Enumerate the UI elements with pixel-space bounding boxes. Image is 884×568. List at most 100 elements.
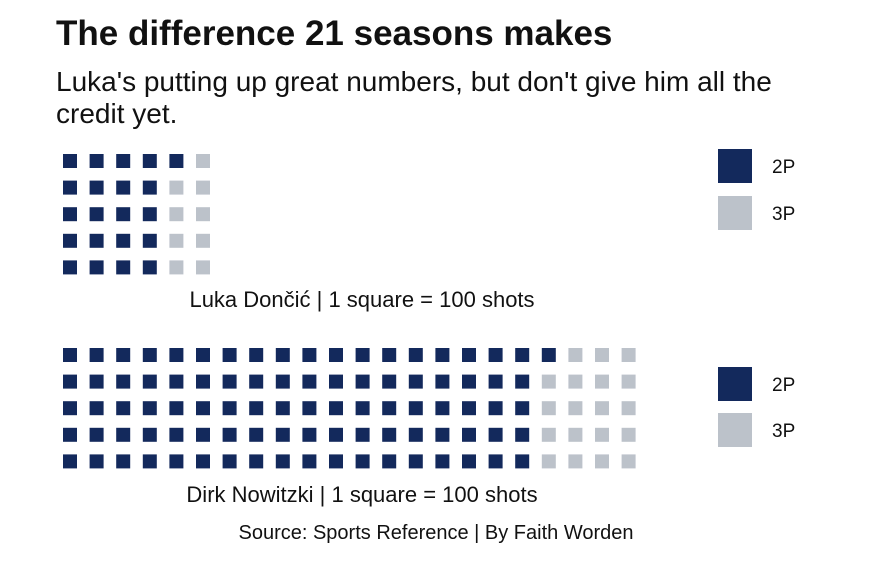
waffle-square-3p: [621, 454, 636, 469]
waffle-square-2p: [169, 427, 184, 442]
waffle-square-2p: [142, 374, 157, 389]
waffle-square-2p: [329, 348, 343, 362]
waffle-square-2p: [488, 348, 503, 362]
waffle-square-3p: [541, 454, 556, 469]
waffle-square-2p: [142, 154, 157, 168]
waffle-square-3p: [621, 348, 636, 362]
waffle-square-2p: [515, 401, 530, 416]
waffle-square-2p: [355, 348, 370, 362]
waffle-square-2p: [63, 401, 77, 416]
chart-subtitle: Luka's putting up great numbers, but don…: [56, 66, 772, 129]
waffle-square-2p: [63, 374, 77, 389]
waffle-square-3p: [595, 427, 609, 442]
waffle-square-2p: [408, 427, 423, 442]
waffle-square-2p: [116, 207, 131, 222]
waffle-square-2p: [196, 374, 210, 389]
waffle-square-2p: [89, 233, 104, 248]
waffle-square-3p: [169, 260, 184, 275]
waffle-square-2p: [355, 401, 370, 416]
waffle-square-2p: [408, 348, 423, 362]
waffle-square-2p: [408, 401, 423, 416]
waffle-square-2p: [541, 348, 556, 362]
waffle-square-2p: [275, 427, 290, 442]
waffle-square-2p: [169, 154, 184, 168]
waffle-square-2p: [249, 348, 264, 362]
caption-dirk: Dirk Nowitzki | 1 square = 100 shots: [186, 482, 537, 507]
waffle-square-2p: [222, 427, 237, 442]
waffle-square-2p: [462, 427, 476, 442]
waffle-square-2p: [515, 427, 530, 442]
waffle-luka: [63, 154, 210, 275]
waffle-square-2p: [329, 427, 343, 442]
legend-label-2p: 2P: [772, 157, 795, 178]
waffle-square-2p: [302, 401, 317, 416]
waffle-square-2p: [63, 454, 77, 469]
source-note: Source: Sports Reference | By Faith Word…: [238, 522, 633, 544]
waffle-square-2p: [63, 427, 77, 442]
legend-dirk: 2P 3P: [718, 367, 795, 447]
waffle-square-3p: [196, 260, 210, 275]
waffle-square-2p: [89, 348, 104, 362]
waffle-square-2p: [196, 427, 210, 442]
waffle-square-2p: [222, 401, 237, 416]
waffle-square-2p: [329, 454, 343, 469]
waffle-square-2p: [302, 454, 317, 469]
legend-label-2p: 2P: [772, 375, 795, 396]
waffle-square-3p: [169, 180, 184, 195]
waffle-square-2p: [355, 427, 370, 442]
waffle-square-2p: [116, 401, 131, 416]
waffle-square-3p: [595, 454, 609, 469]
waffle-square-2p: [63, 233, 77, 248]
waffle-square-3p: [621, 427, 636, 442]
waffle-square-2p: [142, 233, 157, 248]
waffle-square-2p: [249, 427, 264, 442]
waffle-square-2p: [275, 374, 290, 389]
waffle-square-2p: [302, 348, 317, 362]
legend-label-3p: 3P: [772, 204, 795, 225]
waffle-dirk: [63, 348, 636, 469]
waffle-square-3p: [169, 233, 184, 248]
waffle-square-3p: [595, 374, 609, 389]
waffle-square-2p: [169, 348, 184, 362]
chart-title: The difference 21 seasons makes: [56, 14, 613, 53]
waffle-square-2p: [142, 401, 157, 416]
waffle-square-3p: [196, 154, 210, 168]
waffle-square-2p: [169, 454, 184, 469]
waffle-square-2p: [116, 348, 131, 362]
waffle-square-2p: [142, 348, 157, 362]
waffle-square-3p: [568, 427, 583, 442]
waffle-square-2p: [63, 180, 77, 195]
waffle-square-2p: [63, 348, 77, 362]
legend-swatch-2p: [718, 367, 752, 401]
waffle-square-2p: [196, 401, 210, 416]
waffle-square-2p: [462, 374, 476, 389]
waffle-square-2p: [222, 348, 237, 362]
waffle-square-2p: [302, 374, 317, 389]
waffle-square-2p: [488, 454, 503, 469]
waffle-square-3p: [568, 348, 583, 362]
waffle-square-2p: [142, 180, 157, 195]
waffle-square-2p: [116, 154, 131, 168]
waffle-square-2p: [382, 348, 397, 362]
waffle-square-2p: [196, 454, 210, 469]
waffle-square-2p: [435, 454, 450, 469]
waffle-square-3p: [568, 374, 583, 389]
waffle-square-2p: [89, 154, 104, 168]
waffle-square-2p: [488, 427, 503, 442]
waffle-square-3p: [196, 207, 210, 222]
waffle-square-2p: [515, 348, 530, 362]
waffle-square-3p: [595, 348, 609, 362]
waffle-square-2p: [302, 427, 317, 442]
waffle-square-2p: [196, 348, 210, 362]
legend-swatch-3p: [718, 413, 752, 447]
waffle-square-2p: [89, 401, 104, 416]
waffle-square-2p: [89, 207, 104, 222]
waffle-square-3p: [621, 401, 636, 416]
waffle-square-2p: [435, 427, 450, 442]
waffle-square-3p: [541, 401, 556, 416]
waffle-square-2p: [89, 180, 104, 195]
waffle-square-3p: [541, 427, 556, 442]
waffle-square-2p: [116, 427, 131, 442]
waffle-square-2p: [116, 260, 131, 275]
waffle-square-3p: [568, 454, 583, 469]
